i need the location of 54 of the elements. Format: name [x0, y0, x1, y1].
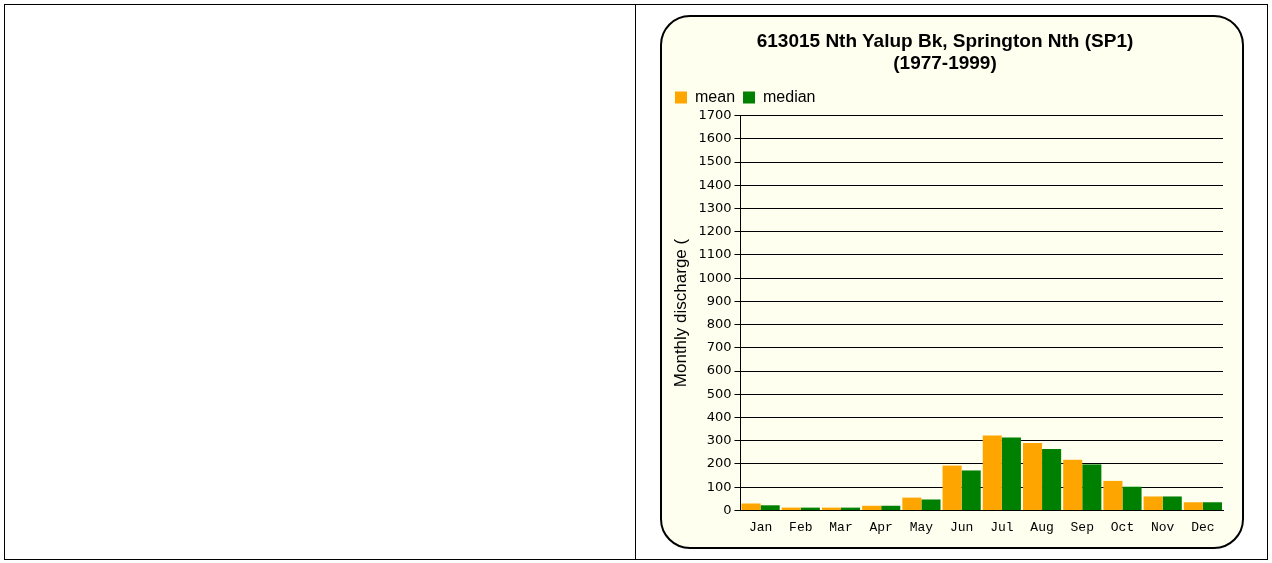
x-tick-label: Jun	[949, 519, 974, 535]
x-tick-label: Mar	[829, 519, 853, 535]
bar	[942, 465, 962, 510]
x-tick-label: Aug	[1030, 519, 1054, 535]
bar	[1042, 449, 1062, 510]
y-tick-label: 300	[706, 432, 732, 448]
y-tick-label: 600	[706, 362, 732, 378]
bar	[1001, 437, 1021, 510]
x-tick-label: Apr	[869, 519, 893, 535]
legend-label: mean	[695, 88, 736, 106]
bar	[881, 505, 901, 510]
bar	[1143, 496, 1163, 510]
x-tick-label: Dec	[1191, 519, 1215, 535]
bar	[760, 505, 780, 510]
bar	[1202, 502, 1222, 510]
x-tick-label: Feb	[789, 519, 813, 535]
x-tick-label: May	[909, 519, 934, 535]
bar	[1082, 464, 1102, 510]
y-tick-label: 1500	[698, 153, 732, 169]
bar	[1103, 480, 1123, 510]
y-tick-label: 0	[723, 501, 732, 517]
x-tick-label: Nov	[1150, 519, 1175, 535]
y-tick-label: 200	[706, 455, 732, 471]
bar	[982, 435, 1002, 510]
y-tick-label: 500	[706, 385, 732, 401]
y-tick-label: 1600	[698, 130, 732, 146]
bar	[1122, 486, 1142, 510]
y-tick-label: 1000	[698, 269, 732, 285]
bar	[902, 497, 922, 510]
x-tick-label: Jul	[990, 519, 1014, 535]
bar	[1022, 443, 1043, 510]
y-tick-label: 1200	[698, 223, 732, 239]
y-tick-label: 1700	[698, 106, 732, 122]
y-tick-label: 700	[706, 339, 732, 355]
bar	[862, 505, 882, 510]
y-tick-label: 900	[706, 292, 732, 308]
bar	[741, 503, 761, 510]
bar	[1162, 496, 1182, 510]
y-tick-label: 1300	[698, 199, 732, 215]
bar	[1183, 502, 1203, 510]
bar	[961, 470, 981, 510]
bar	[1063, 459, 1083, 510]
y-tick-label: 1100	[698, 246, 732, 262]
y-axis-title: Monthly discharge (	[670, 238, 690, 388]
x-tick-label: Jan	[748, 519, 773, 535]
x-tick-label: Oct	[1110, 519, 1135, 535]
y-tick-label: 100	[706, 478, 732, 494]
y-tick-label: 800	[706, 315, 732, 331]
bar	[921, 499, 941, 510]
y-tick-label: 1400	[698, 176, 732, 192]
legend-label: median	[763, 88, 816, 106]
x-tick-label: Sep	[1070, 519, 1094, 535]
y-tick-label: 400	[706, 408, 732, 424]
chart-title: 613015 Nth Yalup Bk, Springton Nth (SP1) (1977-1999)	[756, 29, 1134, 74]
